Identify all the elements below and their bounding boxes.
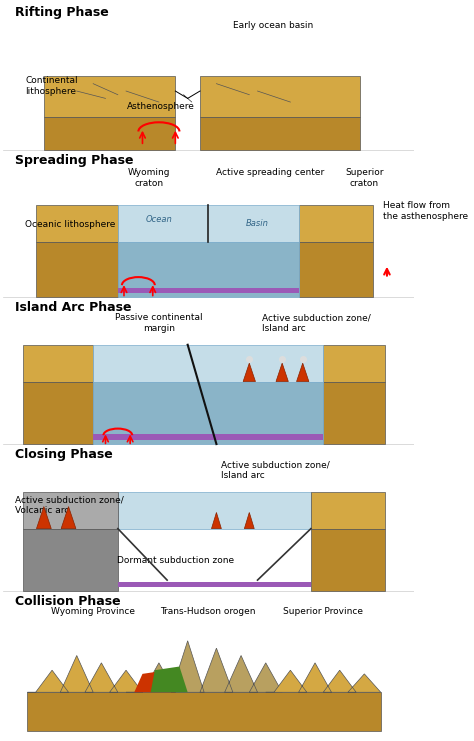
Polygon shape [311,528,385,591]
Polygon shape [93,434,323,440]
Polygon shape [36,205,118,242]
Polygon shape [36,507,51,528]
Text: Superior Province: Superior Province [283,608,363,617]
Text: Early ocean basin: Early ocean basin [233,21,313,30]
Polygon shape [118,288,299,293]
Text: Island Arc Phase: Island Arc Phase [15,301,132,313]
Polygon shape [200,117,360,150]
Polygon shape [118,492,311,528]
Polygon shape [245,513,254,528]
Polygon shape [23,528,118,591]
Polygon shape [27,656,143,692]
Polygon shape [276,363,288,382]
Text: Active subduction zone/
Island arc: Active subduction zone/ Island arc [262,313,370,333]
Text: Passive continental
margin: Passive continental margin [115,313,203,333]
Polygon shape [93,382,323,444]
Text: Collision Phase: Collision Phase [15,595,121,608]
Text: Active subduction zone/
Volcanic arc: Active subduction zone/ Volcanic arc [15,496,124,515]
Polygon shape [299,242,373,297]
Text: Continental
lithosphere: Continental lithosphere [26,76,78,96]
Text: Active subduction zone/
Island arc: Active subduction zone/ Island arc [220,460,329,479]
Polygon shape [118,242,299,297]
Text: Heat flow from
the asthenosphere: Heat flow from the asthenosphere [383,202,468,221]
Text: Rifting Phase: Rifting Phase [15,7,109,19]
Text: Basin: Basin [246,219,269,228]
Polygon shape [299,205,373,242]
Text: Active spreading center: Active spreading center [217,168,325,177]
Polygon shape [323,382,385,444]
Text: Wyoming
craton: Wyoming craton [128,168,170,187]
Polygon shape [243,363,255,382]
Polygon shape [23,382,93,444]
Text: Oceanic lithosphere: Oceanic lithosphere [26,220,116,229]
Polygon shape [44,76,175,117]
Polygon shape [23,492,118,528]
Polygon shape [200,76,360,117]
Polygon shape [23,345,93,382]
Text: Closing Phase: Closing Phase [15,448,113,461]
Polygon shape [323,345,385,382]
Text: Ocean: Ocean [146,215,172,225]
Polygon shape [311,492,385,528]
Polygon shape [118,205,299,242]
Polygon shape [61,507,76,528]
Polygon shape [151,666,188,692]
Polygon shape [118,582,311,588]
Text: Superior
craton: Superior craton [345,168,383,187]
Polygon shape [211,513,221,528]
Polygon shape [27,692,381,731]
Polygon shape [134,670,175,692]
Text: Asthenosphere: Asthenosphere [127,102,195,111]
Polygon shape [266,663,381,692]
Polygon shape [126,641,282,692]
Text: Spreading Phase: Spreading Phase [15,153,134,167]
Polygon shape [93,345,323,382]
Polygon shape [44,117,175,150]
Text: Wyoming Province: Wyoming Province [51,608,135,617]
Polygon shape [297,363,309,382]
Polygon shape [36,242,118,297]
Text: Dormant subduction zone: Dormant subduction zone [117,556,234,565]
Text: Trans-Hudson orogen: Trans-Hudson orogen [161,608,256,617]
